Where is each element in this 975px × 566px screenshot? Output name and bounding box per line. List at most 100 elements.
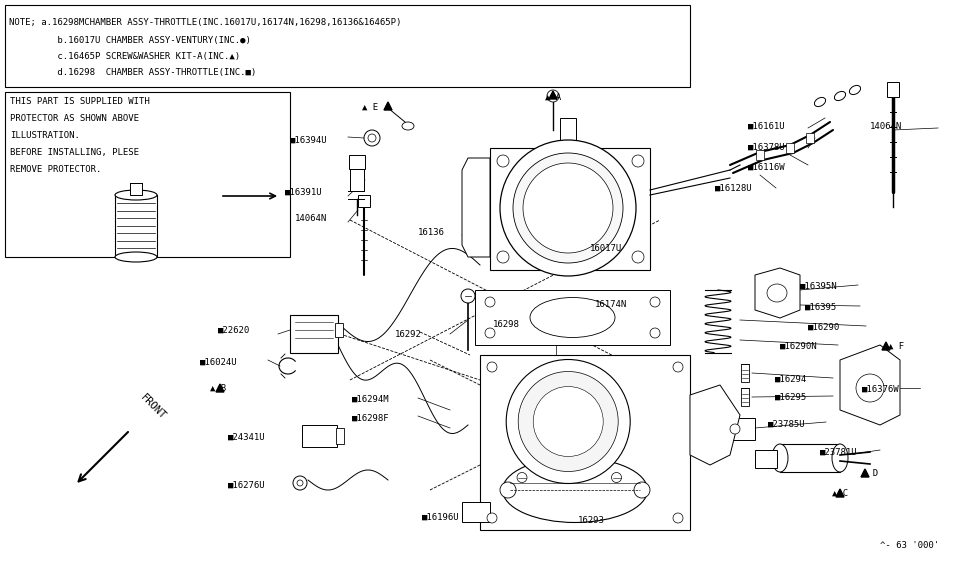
Ellipse shape bbox=[814, 97, 826, 106]
Bar bbox=[806, 133, 814, 143]
Text: ■22620: ■22620 bbox=[218, 326, 251, 335]
Text: ▲ A: ▲ A bbox=[545, 93, 562, 102]
Text: ■24341U: ■24341U bbox=[228, 433, 265, 442]
Circle shape bbox=[497, 251, 509, 263]
Polygon shape bbox=[560, 118, 576, 148]
Circle shape bbox=[500, 482, 516, 498]
Text: ■16395N: ■16395N bbox=[800, 282, 838, 291]
Text: ■16024U: ■16024U bbox=[200, 358, 238, 367]
Text: ■16294M: ■16294M bbox=[352, 395, 390, 404]
Bar bbox=[290, 315, 338, 353]
Ellipse shape bbox=[767, 284, 787, 302]
Text: 14064N: 14064N bbox=[295, 214, 328, 223]
Bar bbox=[715, 418, 755, 440]
Polygon shape bbox=[384, 102, 392, 110]
Ellipse shape bbox=[402, 122, 414, 130]
Circle shape bbox=[513, 153, 623, 263]
Polygon shape bbox=[861, 469, 869, 477]
Ellipse shape bbox=[835, 92, 845, 101]
Text: ■23781U: ■23781U bbox=[820, 448, 858, 457]
Circle shape bbox=[533, 387, 604, 457]
Bar bbox=[756, 150, 764, 160]
Text: FRONT: FRONT bbox=[138, 393, 167, 422]
Polygon shape bbox=[882, 342, 890, 350]
Text: ■16196U: ■16196U bbox=[422, 513, 459, 522]
Bar bbox=[480, 355, 690, 530]
Text: NOTE; a.16298MCHAMBER ASSY-THROTTLE(INC.16017U,16174N,16298,16136&16465P): NOTE; a.16298MCHAMBER ASSY-THROTTLE(INC.… bbox=[9, 18, 402, 27]
Text: ^- 63 '000': ^- 63 '000' bbox=[880, 541, 939, 550]
Circle shape bbox=[632, 155, 644, 167]
Circle shape bbox=[485, 328, 495, 338]
Text: 16017U: 16017U bbox=[590, 244, 622, 253]
Bar bbox=[302, 425, 337, 447]
Bar bbox=[336, 428, 344, 444]
Ellipse shape bbox=[502, 457, 647, 522]
Text: ■16378U: ■16378U bbox=[748, 143, 786, 152]
Circle shape bbox=[730, 424, 740, 434]
Ellipse shape bbox=[530, 298, 615, 337]
Text: 16174N: 16174N bbox=[595, 300, 627, 309]
Text: ■16298F: ■16298F bbox=[352, 414, 390, 423]
Text: 16293: 16293 bbox=[578, 516, 604, 525]
Ellipse shape bbox=[772, 444, 788, 472]
Text: 14064N: 14064N bbox=[870, 122, 902, 131]
Circle shape bbox=[673, 362, 683, 372]
Circle shape bbox=[297, 480, 303, 486]
Circle shape bbox=[632, 251, 644, 263]
Polygon shape bbox=[836, 489, 844, 497]
Circle shape bbox=[518, 371, 618, 471]
Ellipse shape bbox=[115, 190, 157, 200]
Polygon shape bbox=[755, 268, 800, 318]
Bar bbox=[786, 143, 794, 153]
Circle shape bbox=[611, 473, 621, 482]
Text: ■16116W: ■16116W bbox=[748, 163, 786, 172]
Text: ■23785U: ■23785U bbox=[768, 420, 805, 429]
Circle shape bbox=[364, 130, 380, 146]
Bar bbox=[349, 155, 365, 169]
Text: 16136: 16136 bbox=[418, 228, 445, 237]
Text: PROTECTOR AS SHOWN ABOVE: PROTECTOR AS SHOWN ABOVE bbox=[10, 114, 139, 123]
Polygon shape bbox=[840, 345, 900, 425]
Circle shape bbox=[497, 155, 509, 167]
Text: ■16290: ■16290 bbox=[808, 323, 840, 332]
Text: ■16294: ■16294 bbox=[775, 375, 807, 384]
Bar bbox=[755, 450, 777, 468]
Text: b.16017U CHAMBER ASSY-VENTURY(INC.●): b.16017U CHAMBER ASSY-VENTURY(INC.●) bbox=[9, 36, 251, 45]
Polygon shape bbox=[490, 148, 650, 270]
Circle shape bbox=[500, 140, 636, 276]
Polygon shape bbox=[549, 91, 557, 99]
Circle shape bbox=[368, 134, 376, 142]
Bar bbox=[130, 183, 142, 195]
Bar bbox=[741, 364, 749, 382]
Circle shape bbox=[856, 374, 884, 402]
Text: 16298: 16298 bbox=[493, 320, 520, 329]
Text: BEFORE INSTALLING, PLESE: BEFORE INSTALLING, PLESE bbox=[10, 148, 139, 157]
Text: ■16290N: ■16290N bbox=[780, 342, 818, 351]
Circle shape bbox=[650, 297, 660, 307]
Circle shape bbox=[506, 359, 630, 483]
Bar bbox=[350, 169, 364, 191]
Text: ■16395: ■16395 bbox=[805, 303, 838, 312]
Circle shape bbox=[485, 297, 495, 307]
Circle shape bbox=[547, 90, 559, 102]
Text: ILLUSTRATION.: ILLUSTRATION. bbox=[10, 131, 80, 140]
Bar bbox=[5, 92, 290, 257]
Ellipse shape bbox=[832, 444, 848, 472]
Circle shape bbox=[487, 362, 497, 372]
Circle shape bbox=[487, 513, 497, 523]
Text: REMOVE PROTECTOR.: REMOVE PROTECTOR. bbox=[10, 165, 101, 174]
Bar bbox=[462, 502, 490, 522]
Circle shape bbox=[673, 513, 683, 523]
Bar bbox=[358, 195, 370, 207]
Bar bbox=[5, 5, 690, 87]
Circle shape bbox=[650, 328, 660, 338]
Text: ▲ E: ▲ E bbox=[362, 103, 378, 112]
Circle shape bbox=[634, 482, 650, 498]
Ellipse shape bbox=[115, 252, 157, 262]
Circle shape bbox=[461, 289, 475, 303]
Polygon shape bbox=[462, 158, 490, 257]
Text: ▲ C: ▲ C bbox=[832, 489, 848, 498]
Text: ▲ B: ▲ B bbox=[210, 384, 226, 393]
Bar bbox=[887, 82, 899, 97]
Bar bbox=[780, 444, 840, 472]
